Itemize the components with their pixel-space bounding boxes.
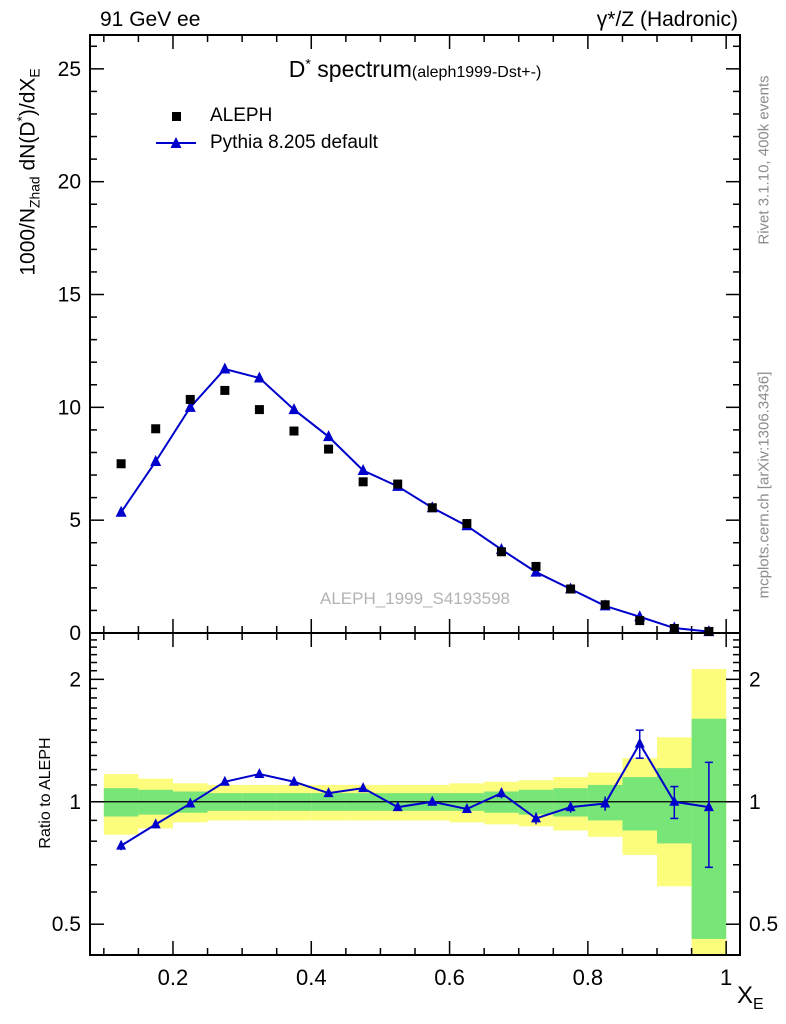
- legend-item-aleph: ALEPH: [152, 102, 378, 129]
- mcplots-credit: mcplots.cern.ch [arXiv:1306.3436]: [755, 371, 773, 599]
- process-label: γ*/Z (Hadronic): [596, 8, 738, 31]
- aleph-series: [116, 385, 714, 636]
- ratio-band-inner: [103, 718, 727, 939]
- y-axis-label: 1000/NZhad dN(D*)/dXE: [13, 68, 42, 275]
- title-sup: *: [305, 56, 311, 73]
- svg-text:1: 1: [69, 791, 81, 814]
- x-axis-label: XE: [737, 982, 764, 1014]
- y-label-sub1: Zhad: [26, 176, 43, 208]
- svg-text:2: 2: [69, 668, 81, 691]
- svg-text:1: 1: [749, 791, 761, 814]
- beam-energy-label: 91 GeV ee: [100, 8, 201, 31]
- legend-item-pythia: Pythia 8.205 default: [152, 129, 378, 156]
- svg-text:0.5: 0.5: [52, 913, 81, 936]
- x-label-sub: E: [753, 995, 764, 1013]
- pythia-marker-icon: [152, 136, 200, 150]
- y-label-p3: )/dX: [16, 77, 40, 117]
- y-label-sub2: E: [26, 68, 43, 78]
- svg-text:0.5: 0.5: [749, 913, 778, 936]
- rivet-credit: Rivet 3.1.10, 400k events: [755, 75, 773, 245]
- x-label-base: X: [737, 982, 754, 1009]
- svg-text:5: 5: [69, 509, 81, 532]
- svg-text:25: 25: [58, 58, 81, 81]
- title-rest: spectrum: [310, 56, 412, 82]
- watermark: ALEPH_1999_S4193598: [320, 589, 510, 608]
- svg-text:15: 15: [58, 284, 81, 307]
- ratio-series: [116, 729, 714, 869]
- title-note: (aleph1999-Dst+-): [411, 64, 542, 81]
- plot-title: D* spectrum(aleph1999-Dst+-): [90, 56, 740, 83]
- y-label-p2: dN(D: [16, 121, 40, 177]
- svg-text:0.4: 0.4: [296, 965, 327, 990]
- ratio-axis-label: Ratio to ALEPH: [37, 737, 54, 849]
- y-label-p1: 1000/N: [16, 207, 40, 276]
- svg-text:0.8: 0.8: [573, 965, 604, 990]
- axis-ticks: [90, 35, 740, 955]
- axis-tick-labels: 0 5 10 15 20 25 0.2 0.4 0.6 0.8 1 0.5 0.5 1 1 2 2: [52, 58, 778, 990]
- aleph-marker-icon: [152, 109, 200, 123]
- legend-label-aleph: ALEPH: [210, 104, 273, 126]
- svg-text:2: 2: [749, 668, 761, 691]
- svg-text:0.6: 0.6: [434, 965, 465, 990]
- svg-text:0: 0: [69, 622, 81, 645]
- legend: ALEPH Pythia 8.205 default: [152, 102, 378, 156]
- svg-text:20: 20: [58, 171, 81, 194]
- title-base: D: [288, 56, 306, 82]
- svg-text:0.2: 0.2: [158, 965, 189, 990]
- svg-text:1: 1: [720, 965, 732, 990]
- svg-text:10: 10: [58, 396, 81, 419]
- legend-label-pythia: Pythia 8.205 default: [210, 131, 378, 153]
- y-label-sup: *: [13, 116, 30, 122]
